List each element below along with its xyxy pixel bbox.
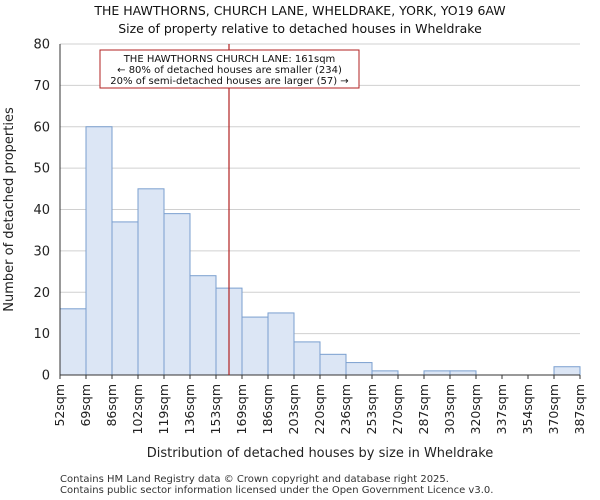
annotation-line-1: THE HAWTHORNS CHURCH LANE: 161sqm	[123, 54, 336, 65]
histogram-bar	[241, 316, 269, 376]
x-tick-label: 370sqm	[546, 384, 561, 434]
x-tick-label: 102sqm	[130, 384, 145, 434]
y-tick-label: 10	[33, 327, 50, 342]
y-tick-label: 30	[33, 244, 50, 259]
y-tick-label: 20	[33, 286, 50, 301]
chart-title: THE HAWTHORNS, CHURCH LANE, WHELDRAKE, Y…	[94, 3, 506, 18]
x-tick-label: 253sqm	[364, 384, 379, 434]
histogram-bar	[449, 370, 477, 376]
histogram-bar	[163, 213, 191, 376]
y-tick-label: 70	[33, 79, 50, 94]
x-tick-label: 220sqm	[312, 384, 327, 434]
histogram-bar	[267, 312, 295, 376]
x-tick-label: 203sqm	[286, 384, 301, 434]
histogram-bar	[293, 341, 321, 376]
x-tick-label: 169sqm	[234, 384, 249, 434]
y-tick-label: 60	[33, 120, 50, 135]
histogram-bar	[345, 362, 373, 376]
y-tick-label: 50	[33, 162, 50, 177]
annotation-line-2: ← 80% of detached houses are smaller (23…	[117, 65, 342, 76]
chart-subtitle: Size of property relative to detached ho…	[118, 21, 482, 36]
x-tick-label: 303sqm	[442, 384, 457, 434]
y-tick-label: 40	[33, 203, 50, 218]
histogram-bar	[423, 370, 451, 376]
x-tick-label: 52sqm	[52, 384, 67, 427]
x-tick-label: 354sqm	[520, 384, 535, 434]
footer-line-2: Contains public sector information licen…	[60, 485, 494, 496]
x-tick-label: 387sqm	[572, 384, 587, 434]
x-tick-label: 119sqm	[156, 384, 171, 434]
histogram-bar	[59, 308, 87, 376]
y-tick-label: 0	[42, 369, 50, 384]
x-tick-label: 86sqm	[104, 384, 119, 427]
histogram-bar	[137, 188, 165, 376]
annotation-line-3: 20% of semi-detached houses are larger (…	[110, 76, 348, 87]
histogram-bar	[371, 370, 399, 376]
histogram-bar	[85, 126, 113, 376]
x-axis-title: Distribution of detached houses by size …	[147, 446, 494, 461]
histogram-bar	[319, 353, 347, 376]
x-tick-label: 270sqm	[390, 384, 405, 434]
y-axis-title: Number of detached properties	[2, 107, 17, 312]
x-tick-label: 236sqm	[338, 384, 353, 434]
histogram-bar	[553, 366, 581, 376]
x-tick-label: 69sqm	[78, 384, 93, 427]
x-tick-label: 153sqm	[208, 384, 223, 434]
histogram-bar	[189, 275, 217, 376]
x-tick-label: 287sqm	[416, 384, 431, 434]
x-tick-label: 320sqm	[468, 384, 483, 434]
footer-line-1: Contains HM Land Registry data © Crown c…	[60, 474, 449, 485]
x-tick-label: 337sqm	[494, 384, 509, 434]
x-tick-label: 186sqm	[260, 384, 275, 434]
histogram-bar	[111, 221, 139, 376]
x-tick-label: 136sqm	[182, 384, 197, 434]
y-tick-label: 80	[33, 38, 50, 53]
annotation-box	[99, 49, 360, 89]
